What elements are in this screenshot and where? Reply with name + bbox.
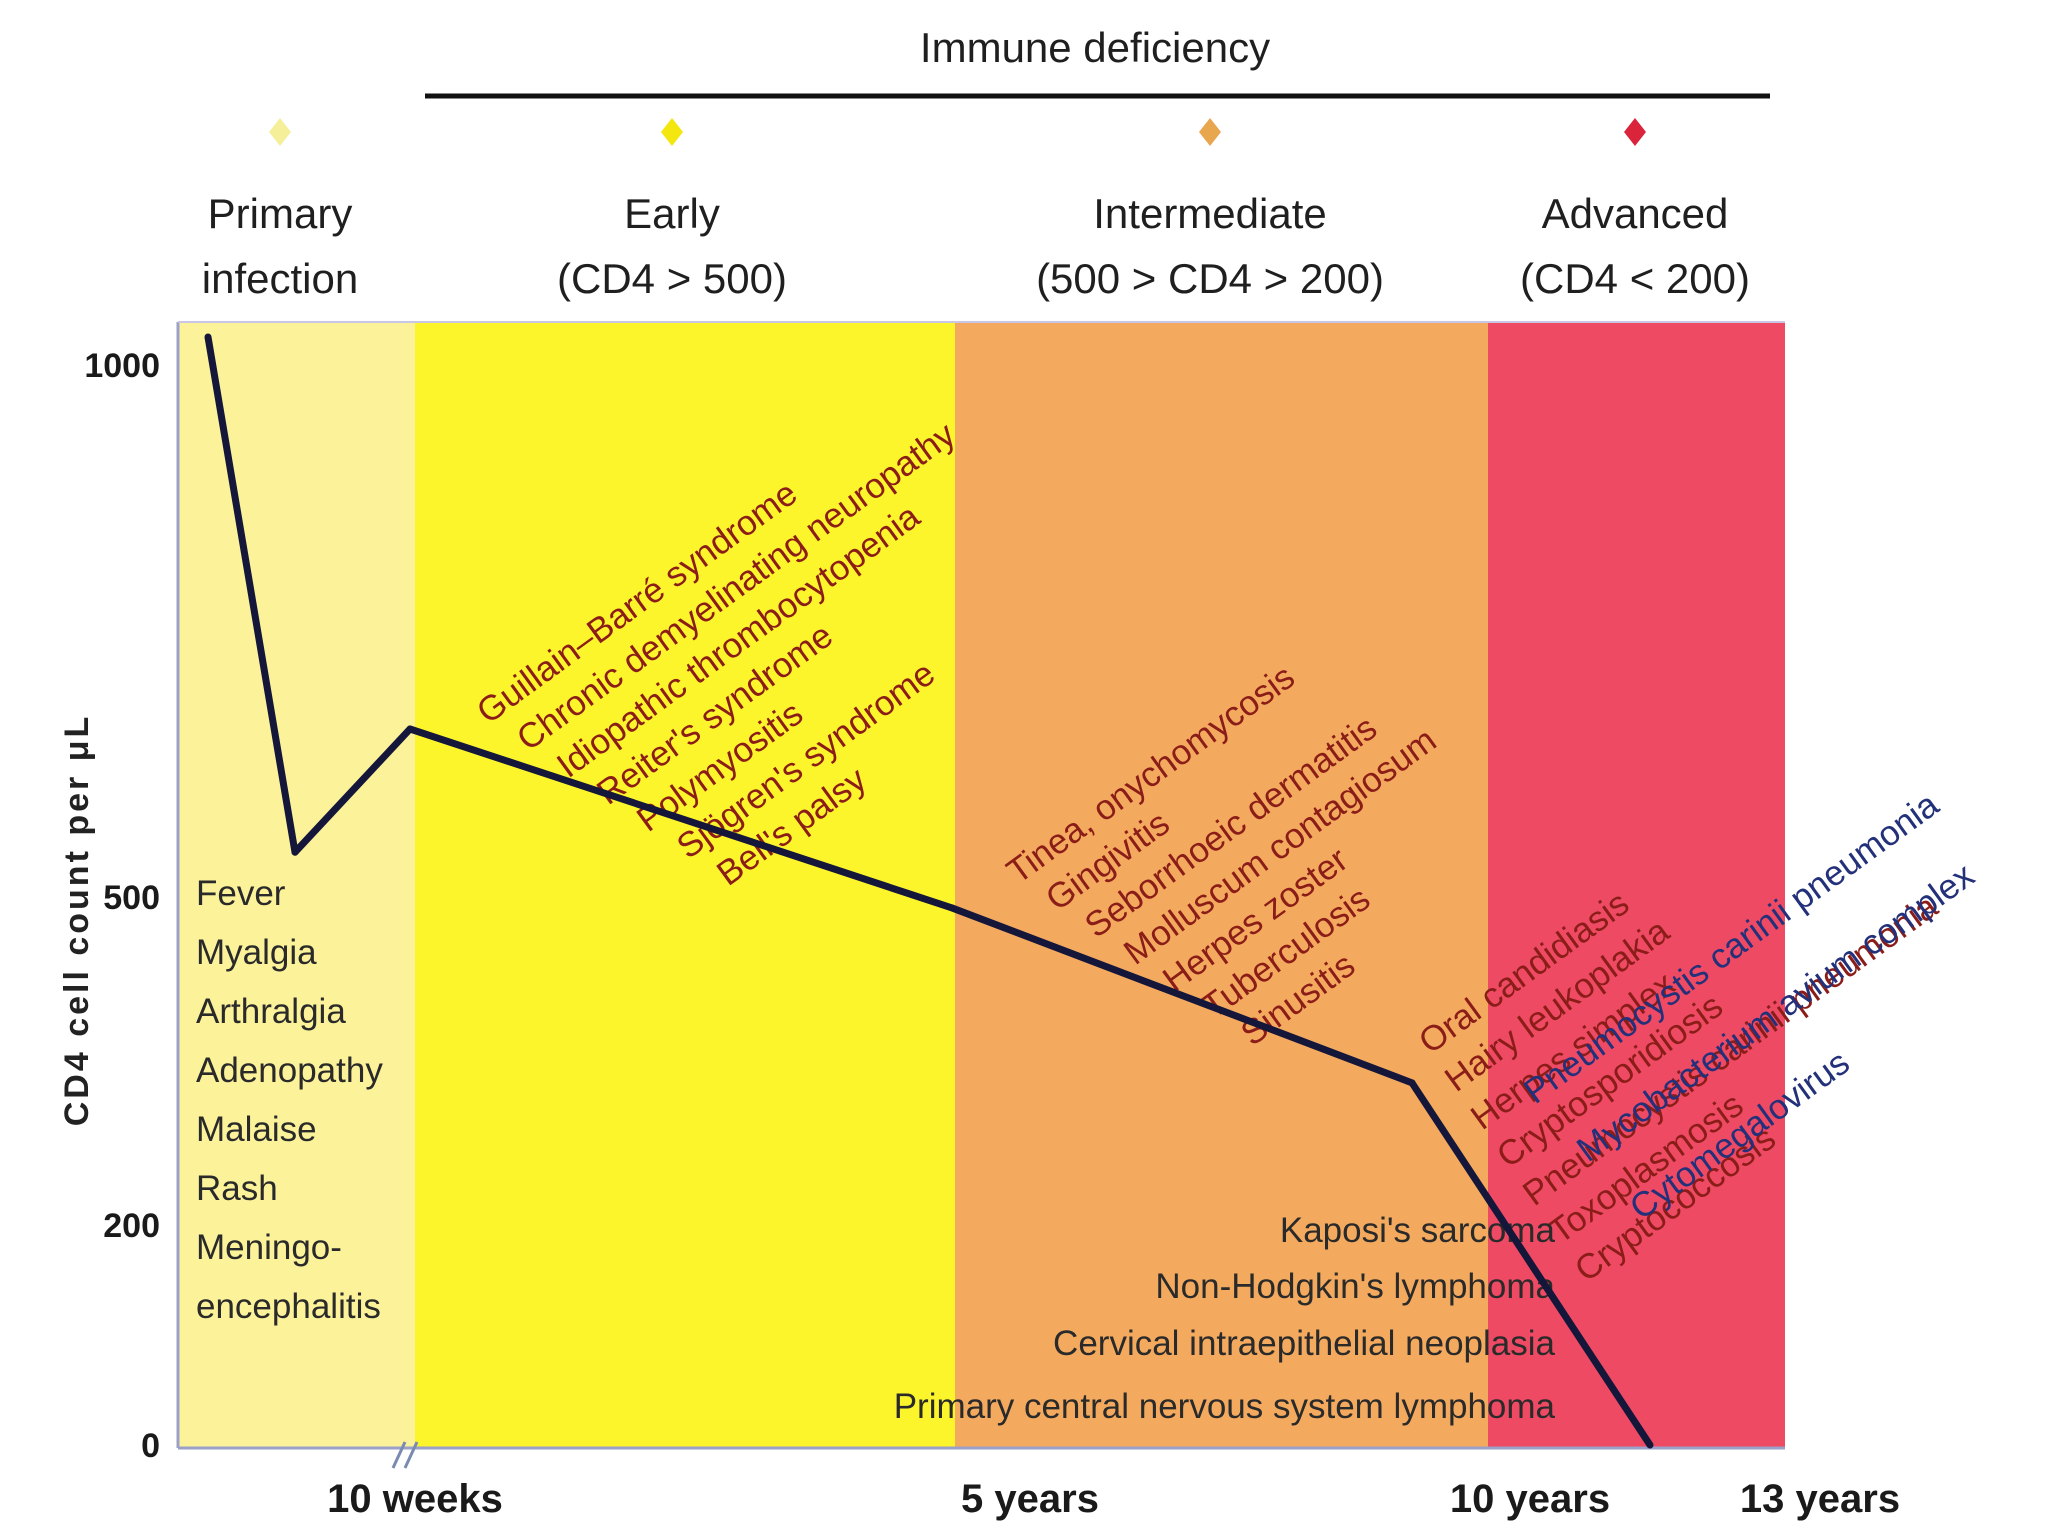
stage-band-1	[415, 322, 955, 1448]
cd4-point-5	[1646, 1441, 1654, 1449]
primary-condition-4: Malaise	[196, 1110, 317, 1149]
stage-marker-2	[1199, 118, 1221, 146]
cd4-point-1	[291, 848, 299, 856]
y-axis: 1000 500 200 0 CD4 cell count per μL	[58, 347, 160, 1465]
primary-condition-1: Myalgia	[196, 933, 317, 972]
cd4-point-4	[1408, 1079, 1416, 1087]
primary-condition-6: Meningo-	[196, 1228, 342, 1267]
immune-deficiency-header: Immune deficiency	[425, 24, 1770, 99]
malignancy-2: Cervical intraepithelial neoplasia	[1053, 1324, 1555, 1363]
y-tick-0: 0	[141, 1427, 160, 1465]
x-tick-0: 10 weeks	[327, 1477, 503, 1521]
plot-frame	[176, 321, 1785, 1450]
cd4-line	[204, 336, 1653, 1447]
primary-condition-0: Fever	[196, 874, 286, 913]
stage-marker-0	[269, 118, 291, 146]
stage-2: Intermediate (500 > CD4 > 200)	[1036, 118, 1384, 302]
y-tick-500: 500	[103, 879, 160, 917]
stage-label-1-0: Early	[624, 190, 720, 237]
primary-condition-2: Arthralgia	[196, 992, 346, 1031]
stage-marker-1	[661, 118, 683, 146]
stage-1: Early (CD4 > 500)	[557, 118, 787, 302]
stage-label-0-0: Primary	[208, 190, 353, 237]
cd4-point-3	[948, 904, 956, 912]
stage-label-2-0: Intermediate	[1093, 190, 1326, 237]
stage-labels: Primary infection Early (CD4 > 500) Intermed…	[202, 118, 1750, 302]
immune-deficiency-label: Immune deficiency	[920, 24, 1270, 71]
primary-condition-5: Rash	[196, 1169, 278, 1208]
x-tick-1: 5 years	[961, 1477, 1099, 1521]
stage-label-3-1: (CD4 < 200)	[1520, 255, 1750, 302]
stage-bands	[178, 322, 1785, 1448]
x-tick-2: 10 years	[1450, 1477, 1610, 1521]
malignancy-3: Primary central nervous system lymphoma	[894, 1387, 1556, 1426]
stage-label-0-1: infection	[202, 255, 358, 302]
stage-marker-3	[1624, 118, 1646, 146]
stage-3: Advanced (CD4 < 200)	[1520, 118, 1750, 302]
stage-band-0	[178, 322, 415, 1448]
y-tick-200: 200	[103, 1207, 160, 1245]
stage-band-3	[1488, 322, 1785, 1448]
stage-label-2-1: (500 > CD4 > 200)	[1036, 255, 1384, 302]
stage-label-3-0: Advanced	[1542, 190, 1729, 237]
primary-condition-3: Adenopathy	[196, 1051, 383, 1090]
stage-band-2	[955, 322, 1488, 1448]
stage-label-1-1: (CD4 > 500)	[557, 255, 787, 302]
x-axis: 10 weeks 5 years 10 years 13 years	[327, 1441, 1900, 1521]
malignancy-1: Non-Hodgkin's lymphoma	[1155, 1267, 1555, 1306]
primary-condition-7: encephalitis	[196, 1287, 381, 1326]
y-tick-1000: 1000	[84, 347, 160, 385]
cd4-point-0	[204, 333, 212, 341]
y-axis-label: CD4 cell count per μL	[58, 714, 96, 1127]
axis-break-mark	[391, 1441, 419, 1469]
cd4-series	[204, 333, 1654, 1449]
stage-0: Primary infection	[202, 118, 358, 302]
x-tick-3: 13 years	[1740, 1477, 1900, 1521]
cd4-point-2	[406, 725, 414, 733]
